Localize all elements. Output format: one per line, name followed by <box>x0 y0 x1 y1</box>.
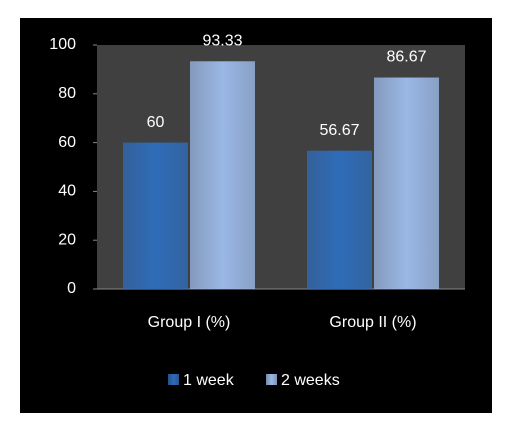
legend-label: 1 week <box>183 372 235 389</box>
y-tick-label: 80 <box>58 85 76 102</box>
legend-label: 2 weeks <box>281 372 340 389</box>
data-label: 93.33 <box>202 32 242 49</box>
bar <box>190 61 255 290</box>
bar <box>123 142 188 289</box>
y-tick-label: 40 <box>58 183 76 200</box>
y-tick-label: 100 <box>49 36 76 53</box>
bar <box>307 150 372 289</box>
data-label: 56.67 <box>319 122 359 139</box>
bar <box>374 77 439 289</box>
x-tick-label: Group II (%) <box>329 314 416 331</box>
legend-marker <box>266 374 277 385</box>
data-label: 86.67 <box>386 49 426 66</box>
x-tick-label: Group I (%) <box>148 314 231 331</box>
y-tick-label: 60 <box>58 134 76 151</box>
legend-marker <box>168 374 179 385</box>
y-tick-label: 20 <box>58 231 76 248</box>
y-tick-label: 0 <box>67 280 76 297</box>
data-label: 60 <box>147 114 165 131</box>
